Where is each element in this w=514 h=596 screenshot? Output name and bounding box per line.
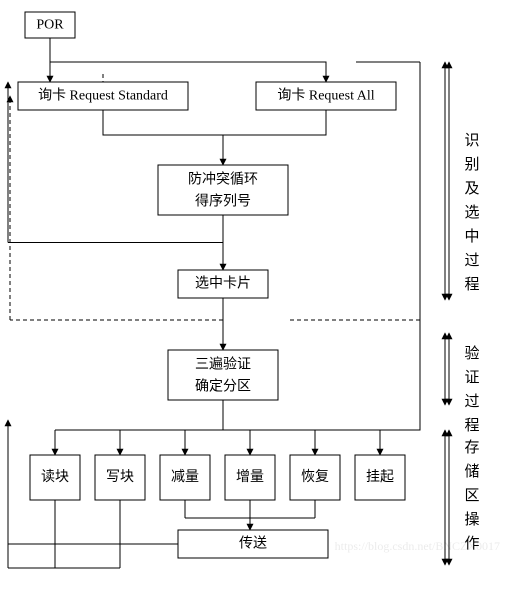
side-identify-char-2: 及 — [464, 181, 479, 197]
side-storage-char-1: 储 — [464, 463, 479, 480]
transfer-label: 传送 — [239, 536, 267, 552]
side-identify-char-3: 选 — [464, 204, 479, 221]
side-storage-char-0: 存 — [464, 439, 479, 456]
select-label: 选中卡片 — [195, 276, 251, 292]
side-identify-char-4: 中 — [464, 228, 479, 245]
side-auth-char-1: 证 — [464, 369, 479, 386]
halt-label: 挂起 — [366, 469, 394, 485]
side-auth-char-3: 程 — [464, 417, 479, 434]
side-auth-char-2: 过 — [464, 393, 479, 410]
side-storage-char-2: 区 — [464, 488, 479, 504]
write-label: 写块 — [106, 469, 134, 485]
side-identify-char-6: 程 — [464, 276, 479, 293]
anticoll-label1: 防冲突循环 — [188, 172, 258, 188]
restore-label: 恢复 — [301, 468, 329, 485]
side-identify-char-5: 过 — [464, 252, 479, 269]
inc-label: 增量 — [236, 469, 264, 485]
side-auth-char-0: 验 — [464, 345, 479, 362]
watermark: https://blog.csdn.net/BNCZX0017 — [335, 539, 500, 553]
side-identify-char-0: 识 — [464, 132, 479, 149]
read-label: 读块 — [41, 468, 69, 485]
reqStd-label: 询卡 Request Standard — [38, 88, 168, 104]
dec-label: 减量 — [171, 469, 199, 485]
por-label: POR — [36, 18, 64, 33]
reqAll-label: 询卡 Request All — [277, 88, 374, 104]
side-storage-char-3: 操 — [464, 511, 479, 528]
auth-label2: 确定分区 — [195, 379, 251, 395]
anticoll-label2: 得序列号 — [195, 193, 251, 210]
side-identify-char-1: 别 — [464, 156, 479, 173]
auth-label1: 三遍验证 — [195, 357, 251, 373]
